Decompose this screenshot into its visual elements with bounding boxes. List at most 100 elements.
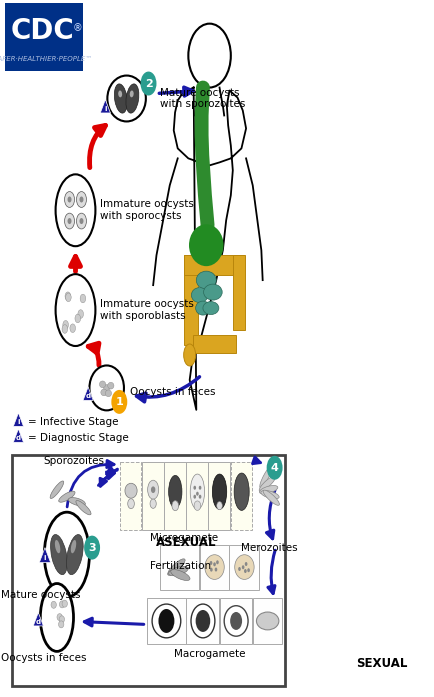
Text: Mature oocysts
with sporozoites: Mature oocysts with sporozoites [159,88,245,109]
Polygon shape [100,100,110,113]
Ellipse shape [105,390,111,397]
Ellipse shape [50,481,63,498]
Ellipse shape [64,213,74,229]
Ellipse shape [170,569,190,581]
Text: i: i [44,555,46,561]
Ellipse shape [114,84,127,113]
Ellipse shape [196,271,216,289]
Ellipse shape [55,540,60,553]
Bar [219,597,251,645]
Circle shape [244,562,247,566]
Circle shape [247,568,250,572]
Circle shape [216,560,218,565]
Ellipse shape [260,491,279,499]
Polygon shape [13,429,23,443]
Ellipse shape [188,224,223,266]
Text: CDC: CDC [10,17,74,45]
Circle shape [241,565,244,569]
Ellipse shape [75,314,80,323]
Ellipse shape [108,383,114,389]
Ellipse shape [204,555,224,579]
Circle shape [209,561,212,565]
Ellipse shape [76,213,86,229]
Text: i: i [104,106,106,112]
Ellipse shape [168,475,181,508]
Ellipse shape [51,602,56,608]
Ellipse shape [62,600,67,607]
Circle shape [238,567,240,571]
Text: = Diagnostic Stage: = Diagnostic Stage [28,433,128,443]
Circle shape [243,569,246,573]
Ellipse shape [125,84,138,113]
Ellipse shape [190,474,204,510]
Ellipse shape [56,274,95,346]
Ellipse shape [65,292,70,300]
Circle shape [79,197,83,203]
Ellipse shape [191,604,214,638]
Ellipse shape [71,540,76,553]
Ellipse shape [183,344,195,366]
Text: SEXUAL: SEXUAL [355,657,407,671]
Circle shape [151,487,155,493]
Ellipse shape [168,567,188,576]
Ellipse shape [107,75,145,121]
Ellipse shape [103,385,109,391]
Ellipse shape [59,601,65,608]
Circle shape [193,486,196,490]
Bar [229,544,258,590]
Bar [146,597,185,645]
Text: Sporozoites: Sporozoites [43,456,104,466]
Text: Microgamete: Microgamete [149,533,217,542]
Bar [184,255,197,345]
Ellipse shape [99,381,105,388]
Ellipse shape [118,91,122,98]
Circle shape [150,499,156,508]
Ellipse shape [80,294,85,302]
Circle shape [196,491,198,496]
Text: 4: 4 [270,463,278,473]
Bar [252,597,281,645]
Bar [164,462,185,530]
Ellipse shape [233,473,249,510]
Circle shape [193,495,196,498]
Ellipse shape [66,535,83,574]
Circle shape [128,498,134,509]
Polygon shape [13,413,23,427]
Ellipse shape [56,174,95,246]
Ellipse shape [78,309,83,319]
Text: d: d [36,619,41,625]
Ellipse shape [263,490,279,505]
Text: 1: 1 [115,397,123,407]
Ellipse shape [256,612,278,630]
Text: ASEXUAL: ASEXUAL [156,535,216,549]
Text: SAFER·HEALTHIER·PEOPLE™: SAFER·HEALTHIER·PEOPLE™ [0,56,93,61]
Ellipse shape [125,483,137,498]
Bar [230,462,251,530]
Ellipse shape [101,389,107,396]
Ellipse shape [129,91,133,98]
Circle shape [67,218,71,224]
Ellipse shape [40,583,73,652]
Ellipse shape [195,301,210,315]
Text: Oocysts in feces: Oocysts in feces [1,653,86,664]
Text: 2: 2 [145,79,152,89]
Circle shape [198,495,201,498]
Ellipse shape [224,606,247,636]
Text: d: d [16,435,21,441]
Text: i: i [17,420,20,425]
Ellipse shape [203,302,218,314]
Text: 3: 3 [88,542,95,553]
Ellipse shape [234,555,253,579]
Circle shape [214,567,217,572]
Ellipse shape [194,501,200,510]
Bar [193,335,236,353]
Ellipse shape [50,535,67,574]
Text: Immature oocysts
with sporoblasts: Immature oocysts with sporoblasts [100,299,194,321]
Circle shape [140,72,156,95]
Ellipse shape [76,192,86,208]
Polygon shape [33,613,43,626]
Circle shape [158,609,174,633]
Bar [186,597,218,645]
Polygon shape [39,548,50,562]
Bar [208,462,230,530]
